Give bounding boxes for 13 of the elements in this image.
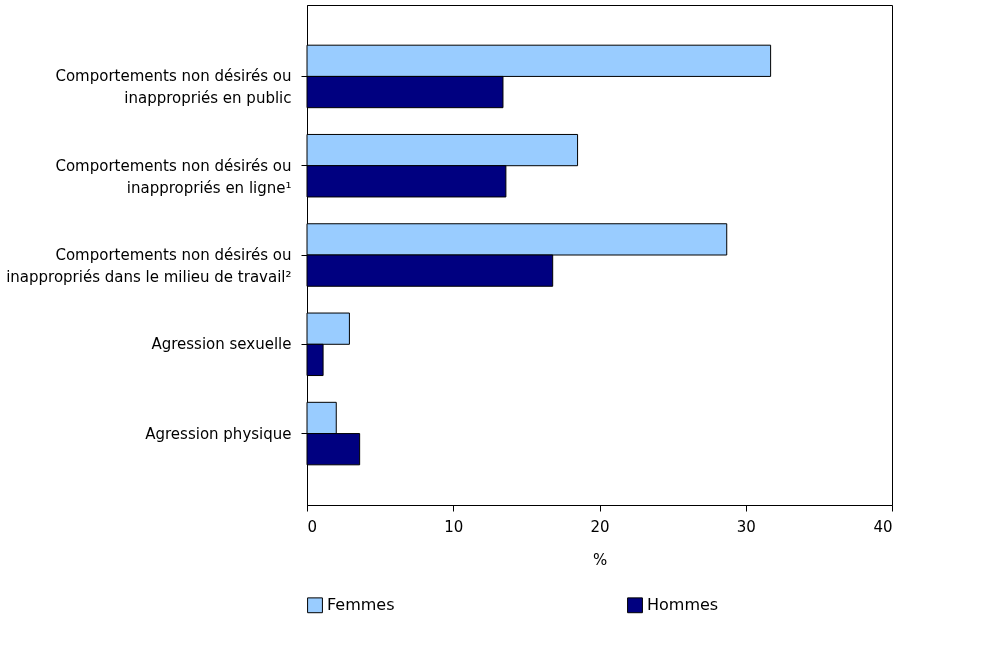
y-tick-label: Comportements non désirés ou inappropriés dans le milieu de travail² xyxy=(6,246,292,286)
x-tick-label: 0 xyxy=(307,517,318,536)
x-tick-label: 30 xyxy=(736,517,756,536)
y-tick-label: Agression physique xyxy=(145,424,292,443)
legend-label: Hommes xyxy=(647,595,719,615)
x-tick-label: 20 xyxy=(590,517,610,536)
y-tick-label: Agression sexuelle xyxy=(151,335,292,354)
legend-label: Femmes xyxy=(327,595,395,615)
x-tick-label: 40 xyxy=(873,517,893,536)
x-axis-title: % xyxy=(592,550,608,569)
y-tick-label: Comportements non désirés ou inappropriés en public xyxy=(55,67,292,108)
y-tick-label: Comportements non désirés ou inappropriés en ligne¹ xyxy=(55,156,292,197)
x-tick-label: 10 xyxy=(444,517,464,536)
